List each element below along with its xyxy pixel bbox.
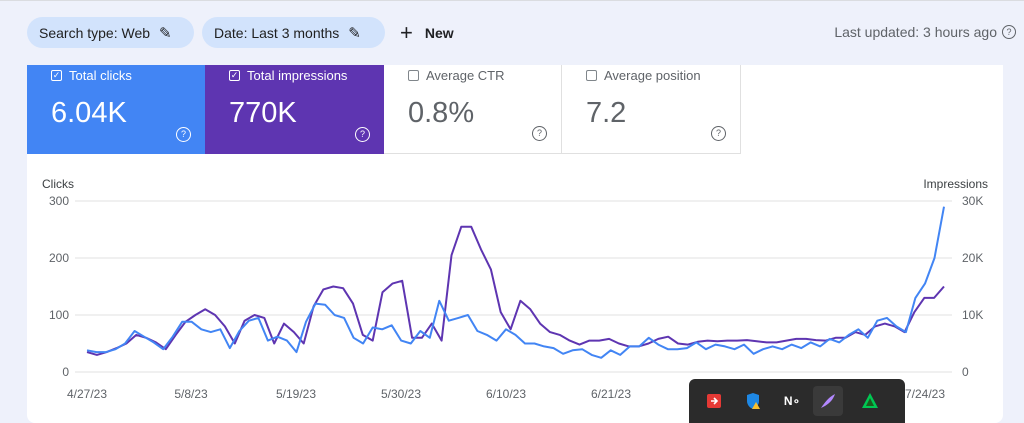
date-filter-chip[interactable]: Date: Last 3 months ✎ xyxy=(202,17,385,48)
checkbox-checked-icon[interactable]: ✓ xyxy=(229,70,240,81)
metric-label: Total clicks xyxy=(69,68,132,83)
taskbar-overlay: N∘ xyxy=(689,379,905,423)
metric-total-impressions[interactable]: ✓ Total impressions 770K ? xyxy=(205,65,384,154)
y-left-axis-label: Clicks xyxy=(42,177,74,191)
search-type-filter-chip[interactable]: Search type: Web ✎ xyxy=(27,17,194,48)
edit-pencil-icon: ✎ xyxy=(159,24,172,42)
plus-icon: + xyxy=(400,20,413,45)
y-right-tick-label: 20K xyxy=(962,251,983,265)
new-filter-button[interactable]: + New xyxy=(400,20,454,46)
help-icon[interactable]: ? xyxy=(176,127,191,142)
metric-label: Total impressions xyxy=(247,68,348,83)
last-updated-status: Last updated: 3 hours ago ? xyxy=(834,24,1016,40)
metric-value: 770K xyxy=(229,97,297,129)
help-icon[interactable]: ? xyxy=(1002,25,1016,39)
metric-value: 0.8% xyxy=(408,97,475,129)
help-icon[interactable]: ? xyxy=(532,126,547,141)
x-tick-label: 4/27/23 xyxy=(67,387,107,401)
x-tick-label: 5/30/23 xyxy=(381,387,421,401)
y-right-axis-label: Impressions xyxy=(923,177,988,191)
green-triangle-app-icon[interactable] xyxy=(855,386,885,416)
x-tick-label: 7/24/23 xyxy=(905,387,945,401)
y-right-tick-label: 30K xyxy=(962,194,983,208)
metric-value: 7.2 xyxy=(586,97,627,129)
checkbox-checked-icon[interactable]: ✓ xyxy=(51,70,62,81)
y-right-tick-label: 10K xyxy=(962,308,983,322)
checkbox-unchecked-icon[interactable] xyxy=(586,70,597,81)
metric-total-clicks[interactable]: ✓ Total clicks 6.04K ? xyxy=(27,65,205,154)
metric-average-position[interactable]: Average position 7.2 ? xyxy=(562,65,741,154)
series-line-impressions xyxy=(86,225,945,356)
y-left-tick-label: 300 xyxy=(49,194,69,208)
red-arrow-app-icon[interactable] xyxy=(699,386,729,416)
feather-app-icon[interactable] xyxy=(813,386,843,416)
x-tick-label: 5/8/23 xyxy=(174,387,208,401)
shield-warning-app-icon[interactable] xyxy=(738,386,768,416)
checkbox-unchecked-icon[interactable] xyxy=(408,70,419,81)
x-tick-label: 5/19/23 xyxy=(276,387,316,401)
help-icon[interactable]: ? xyxy=(711,126,726,141)
metric-average-ctr[interactable]: Average CTR 0.8% ? xyxy=(384,65,562,154)
y-left-tick-label: 100 xyxy=(49,308,69,322)
y-left-tick-label: 200 xyxy=(49,251,69,265)
nx-app-icon[interactable]: N∘ xyxy=(783,394,801,408)
top-divider xyxy=(0,0,1024,1)
series-line-clicks xyxy=(86,206,945,359)
metric-label: Average position xyxy=(604,68,701,83)
metric-value: 6.04K xyxy=(51,97,127,129)
x-tick-label: 6/21/23 xyxy=(591,387,631,401)
performance-card: ✓ Total clicks 6.04K ? ✓ Total impressions… xyxy=(27,65,1003,423)
search-type-filter-label: Search type: Web xyxy=(39,24,151,41)
new-filter-label: New xyxy=(424,25,454,41)
edit-pencil-icon: ✎ xyxy=(348,24,361,42)
metric-label: Average CTR xyxy=(426,68,505,83)
last-updated-text: Last updated: 3 hours ago xyxy=(834,24,997,40)
help-icon[interactable]: ? xyxy=(355,127,370,142)
date-filter-label: Date: Last 3 months xyxy=(214,24,340,41)
y-left-tick-label: 0 xyxy=(62,365,69,379)
y-right-tick-label: 0 xyxy=(962,365,969,379)
x-tick-label: 6/10/23 xyxy=(486,387,526,401)
